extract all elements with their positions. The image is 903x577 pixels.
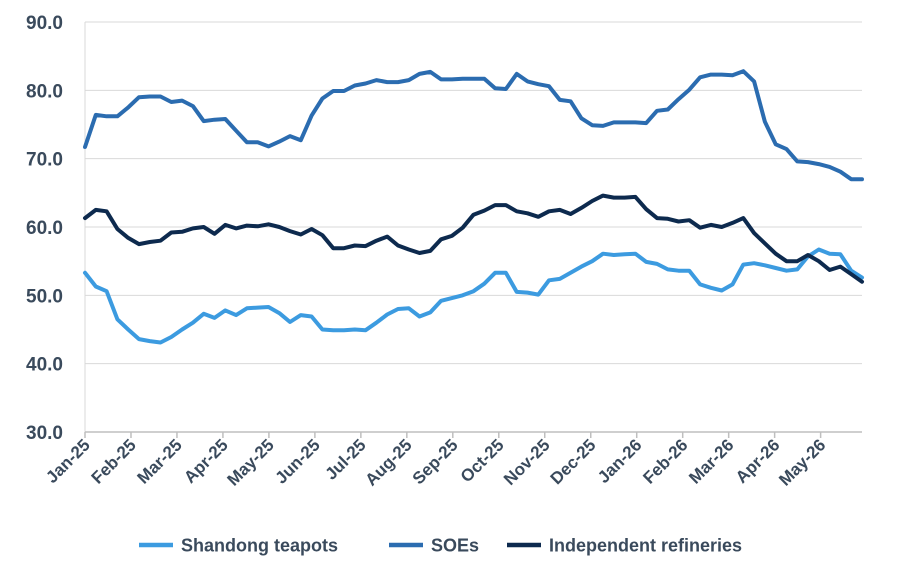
legend-label: Independent refineries <box>549 536 742 556</box>
series-line-independent-refineries <box>83 193 864 284</box>
x-tick-label: Mar-26 <box>685 435 737 487</box>
x-tick-label: Aug-25 <box>361 435 415 489</box>
x-tick-label: Jan-26 <box>594 435 646 487</box>
y-tick-label: 90.0 <box>26 13 63 34</box>
legend-label: Shandong teapots <box>181 536 338 556</box>
axes <box>84 22 862 433</box>
x-tick-label: Oct-25 <box>457 435 508 486</box>
x-tick-label: Apr-26 <box>732 435 784 487</box>
series-lines <box>83 69 864 345</box>
y-tick-label: 70.0 <box>26 150 63 171</box>
series-line-shandong-teapots <box>83 247 864 345</box>
y-tick-label: 30.0 <box>26 423 63 444</box>
x-tick-label: Jun-25 <box>272 435 324 487</box>
grid-lines <box>85 21 862 433</box>
x-tick-label: Sep-25 <box>409 435 462 488</box>
x-tick-label: Feb-26 <box>639 435 691 487</box>
x-tick-label: Apr-25 <box>180 435 232 487</box>
x-tick-label: May-26 <box>775 435 829 489</box>
x-tick-label: Nov-25 <box>500 435 554 489</box>
y-tick-label: 40.0 <box>26 355 63 376</box>
y-axis-ticks: 30.0 40.0 50.0 60.0 70.0 80.0 90.0 <box>26 13 63 444</box>
y-tick-label: 60.0 <box>26 218 63 239</box>
series-line-soes <box>83 69 864 182</box>
legend: Shandong teapots SOEs Independent refineri… <box>139 536 742 556</box>
x-tick-label: May-25 <box>224 435 278 489</box>
x-tick-label: Dec-25 <box>547 435 600 488</box>
y-tick-label: 50.0 <box>26 286 63 307</box>
x-tick-label: Mar-25 <box>134 435 186 487</box>
x-tick-label: Feb-25 <box>88 435 140 487</box>
x-axis-ticks: Jan-25Feb-25Mar-25Apr-25May-25Jun-25Jul-… <box>42 432 829 490</box>
y-tick-label: 80.0 <box>26 81 63 102</box>
legend-label: SOEs <box>431 536 479 556</box>
